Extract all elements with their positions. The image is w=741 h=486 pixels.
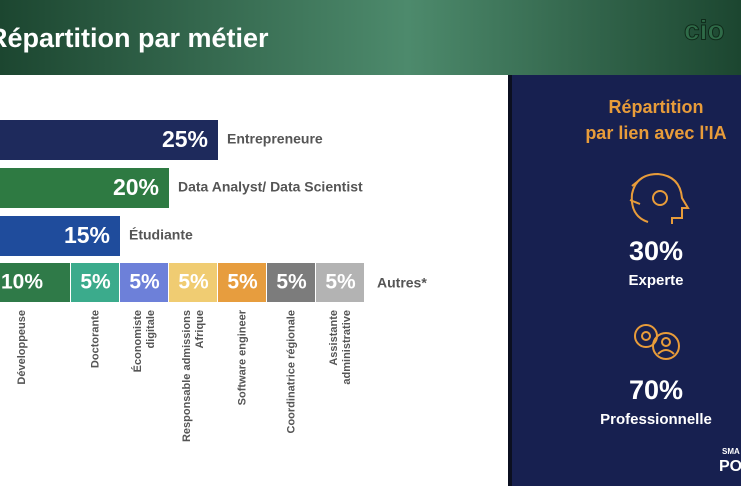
header-bar bbox=[0, 0, 741, 75]
panel-title: Répartition bbox=[608, 97, 703, 117]
segment-name: Coordinatrice régionale bbox=[285, 310, 297, 433]
value-label: 5% bbox=[129, 271, 160, 294]
panel-value: 30% bbox=[629, 236, 683, 266]
stack-segment bbox=[0, 263, 70, 302]
corner-logo: PO bbox=[719, 458, 741, 475]
logo: cio bbox=[684, 14, 724, 45]
value-label: 25% bbox=[162, 126, 208, 152]
stack-segment bbox=[71, 263, 119, 302]
stack-segment bbox=[120, 263, 168, 302]
panel-title: par lien avec l'IA bbox=[585, 123, 726, 143]
bar bbox=[0, 216, 120, 256]
category-label: Data Analyst/ Data Scientist bbox=[178, 179, 363, 195]
corner-logo: SMA bbox=[722, 447, 740, 456]
value-label: 20% bbox=[113, 174, 159, 200]
icon-experte bbox=[629, 172, 690, 224]
stack-segment bbox=[169, 263, 217, 302]
bar bbox=[0, 168, 169, 208]
value-label: 15% bbox=[64, 222, 110, 248]
segment-name: Assistante bbox=[328, 310, 340, 366]
category-label: Étudiante bbox=[129, 227, 193, 243]
segment-name: Économiste bbox=[131, 310, 144, 372]
stack-label: Autres* bbox=[377, 275, 427, 291]
segment-name: Afrique bbox=[194, 310, 206, 349]
value-label: 5% bbox=[325, 271, 356, 294]
value-label: 5% bbox=[80, 271, 111, 294]
segment-name: Doctorante bbox=[89, 310, 101, 368]
value-label: 5% bbox=[227, 271, 258, 294]
segment-name: Responsable admissions bbox=[181, 310, 193, 442]
panel bbox=[512, 75, 741, 486]
stack-segment bbox=[267, 263, 315, 302]
segment-name: administrative bbox=[341, 310, 353, 385]
icon-professionnelle bbox=[634, 324, 680, 360]
panel-label: Experte bbox=[628, 272, 683, 289]
segment-name: Développeuse bbox=[16, 310, 28, 385]
header-title: Répartition par métier bbox=[0, 23, 269, 53]
bar bbox=[0, 120, 218, 160]
value-label: 5% bbox=[276, 271, 307, 294]
panel-label: Professionnelle bbox=[600, 411, 712, 428]
segment-name: digitale bbox=[145, 310, 157, 349]
stack-segment bbox=[316, 263, 364, 302]
segment-name: Software engineer bbox=[236, 309, 248, 405]
value-label: 5% bbox=[178, 271, 209, 294]
panel-value: 70% bbox=[629, 375, 683, 405]
value-label: 10% bbox=[1, 271, 43, 294]
stack-segment bbox=[218, 263, 266, 302]
category-label: Entrepreneure bbox=[227, 131, 323, 147]
